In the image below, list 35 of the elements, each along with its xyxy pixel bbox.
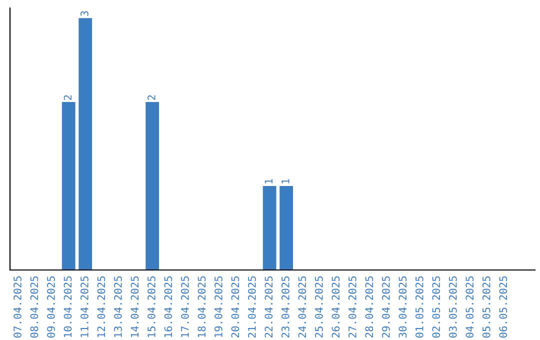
x-tick-label: 15.04.2025 bbox=[148, 276, 156, 338]
x-tick-label: 06.05.2025 bbox=[499, 276, 508, 338]
x-tick-label: 16.04.2025 bbox=[164, 276, 172, 338]
x-tick-label: 01.05.2025 bbox=[415, 276, 424, 338]
x-tick-label: 24.04.2025 bbox=[298, 276, 306, 338]
x-tick-label: 04.05.2025 bbox=[466, 276, 474, 338]
x-tick-label: 11.04.2025 bbox=[80, 276, 88, 338]
x-tick-label: 25.04.2025 bbox=[314, 276, 323, 338]
x-tick-label: 30.04.2025 bbox=[398, 276, 407, 338]
x-tick-label: 20.04.2025 bbox=[231, 276, 240, 338]
x-tick-label: 27.04.2025 bbox=[348, 276, 356, 338]
x-tick-label: 09.04.2025 bbox=[47, 276, 55, 338]
x-tick-label: 05.05.2025 bbox=[482, 276, 490, 338]
x-tick-label: 29.04.2025 bbox=[382, 276, 390, 338]
x-tick-label: 23.04.2025 bbox=[281, 276, 290, 338]
x-tick-label: 08.04.2025 bbox=[30, 276, 38, 338]
x-tick-label: 12.04.2025 bbox=[97, 276, 106, 338]
data-label: 1 bbox=[264, 179, 272, 184]
x-tick-label: 14.04.2025 bbox=[130, 276, 139, 338]
x-tick-label: 17.04.2025 bbox=[181, 276, 189, 338]
x-tick-label: 21.04.2025 bbox=[248, 276, 256, 338]
data-label: 1 bbox=[282, 179, 290, 184]
x-tick-label: 18.04.2025 bbox=[198, 276, 206, 338]
data-label: 2 bbox=[148, 95, 156, 100]
x-tick-label: 02.05.2025 bbox=[432, 276, 440, 338]
x-tick-label: 10.04.2025 bbox=[64, 276, 72, 338]
x-tick-label: 03.05.2025 bbox=[448, 276, 457, 338]
x-tick-label: 07.04.2025 bbox=[14, 276, 22, 338]
x-tick-label: 26.04.2025 bbox=[332, 276, 340, 338]
x-tick-label: 13.04.2025 bbox=[114, 276, 122, 338]
data-label: 3 bbox=[80, 11, 88, 16]
x-tick-label: 19.04.2025 bbox=[214, 276, 222, 338]
data-label: 2 bbox=[64, 95, 72, 100]
x-tick-label: 28.04.2025 bbox=[365, 276, 374, 338]
x-tick-label: 22.04.2025 bbox=[264, 276, 273, 338]
